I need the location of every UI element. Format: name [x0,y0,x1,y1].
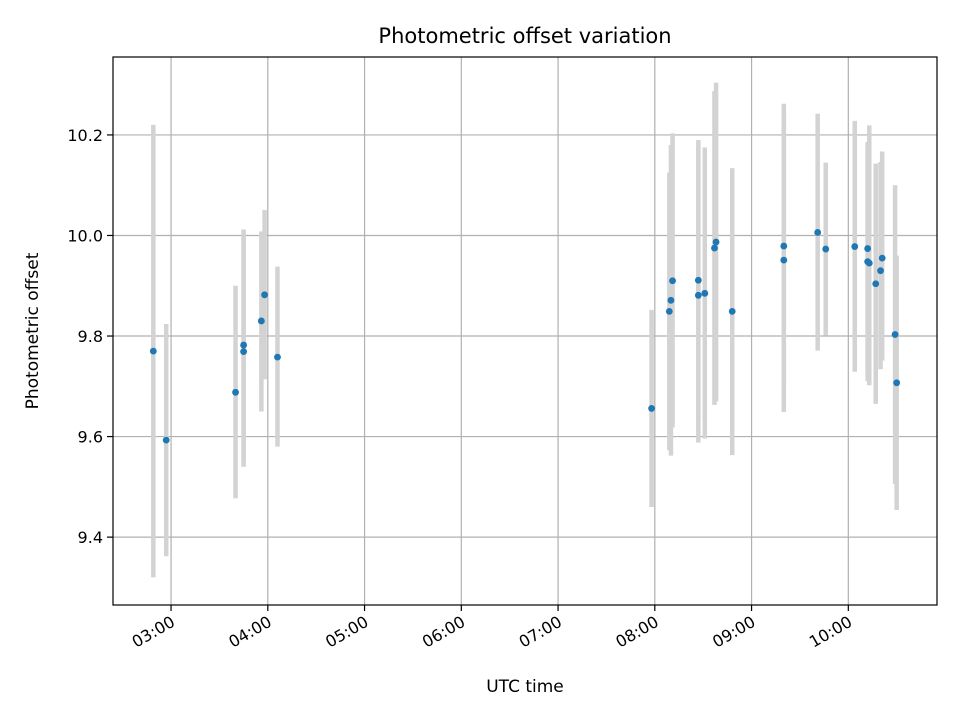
data-point [694,276,702,284]
data-point [694,291,702,299]
data-point [877,267,884,275]
chart-title: Photometric offset variation [378,24,671,48]
data-point [851,243,859,250]
plot-area-frame [112,56,938,606]
data-point [665,307,673,315]
data-points [149,229,901,444]
data-point [232,388,239,396]
data-point [728,307,736,315]
y-tick-label: 9.6 [78,428,103,447]
data-point [780,256,788,264]
y-tick-label: 10.0 [67,226,103,245]
data-point [240,348,248,356]
data-point [878,254,886,262]
data-point [667,296,675,304]
y-tick-label: 10.2 [67,126,103,145]
data-point [822,245,830,253]
y-tick-label: 9.8 [78,327,103,346]
data-point [274,353,281,361]
data-point [893,379,901,387]
data-point [669,277,676,285]
data-point [872,280,880,288]
data-point [891,331,899,338]
data-point [712,238,720,246]
data-point [864,245,872,252]
data-point [257,317,265,325]
data-point [149,347,157,355]
data-point [648,405,655,412]
data-point [780,242,788,250]
y-axis-ticks: 9.4 9.6 9.8 10.0 10.2 [67,126,113,547]
grid [113,57,937,605]
x-axis-label: UTC time [486,677,564,697]
y-axis-label: Photometric offset [23,252,43,409]
data-point [865,259,873,267]
data-point [240,341,248,349]
data-point [162,436,170,444]
data-point [711,244,718,252]
y-tick-label: 9.4 [78,528,103,547]
data-point [261,291,268,299]
data-point [701,289,709,297]
data-point [814,229,822,236]
